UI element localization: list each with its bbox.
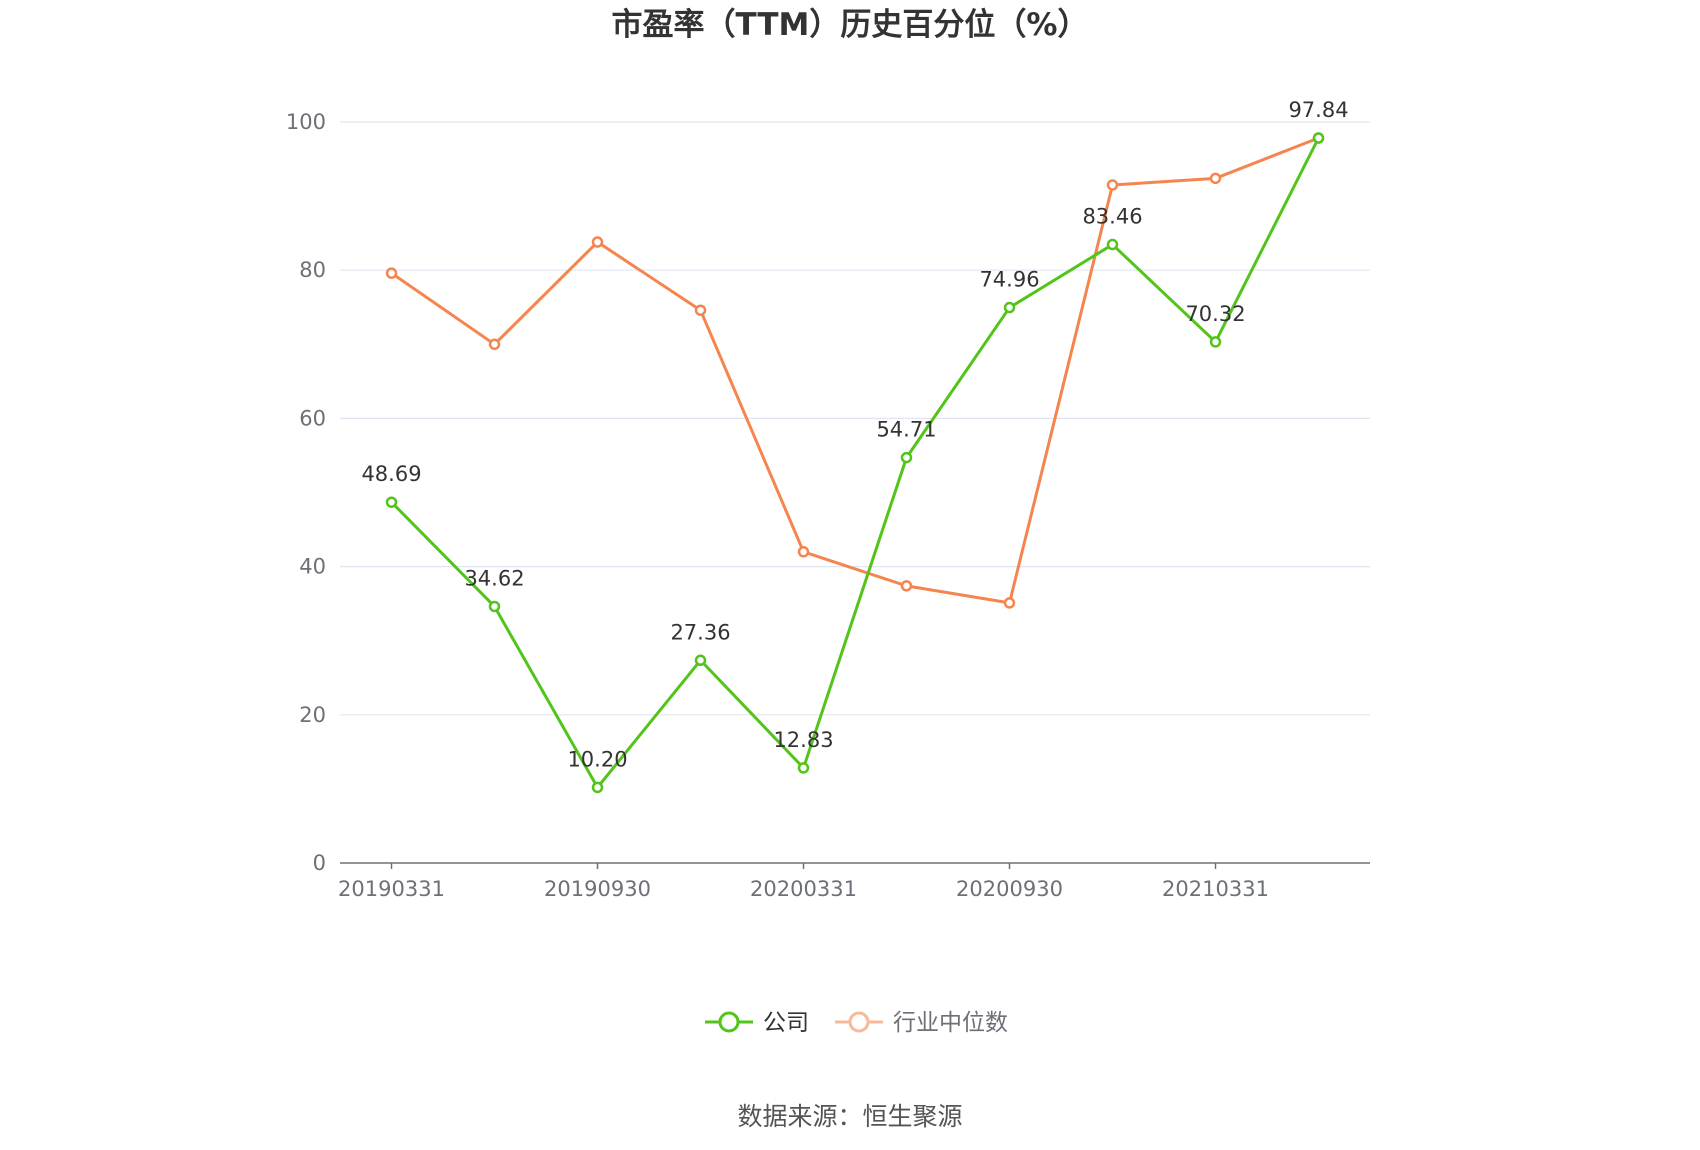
series-line-industry-median [390, 136, 1320, 605]
data-source-note: 数据来源：恒生聚源 [737, 1102, 962, 1131]
data-label: 97.84 [1288, 98, 1348, 122]
series-lines [385, 132, 1325, 794]
x-tick-label: 20200331 [750, 877, 857, 901]
data-labels: 48.69 34.62 10.20 27.36 12.83 54.71 74.96 83.46… [361, 98, 1348, 771]
data-point-company[interactable] [1312, 132, 1325, 144]
data-label: 83.46 [1082, 205, 1142, 229]
data-point-company[interactable] [694, 654, 707, 667]
series-line-company [390, 137, 1320, 789]
legend-item-industry-median[interactable]: 行业中位数 [835, 1010, 1008, 1036]
y-tick-label: 20 [299, 703, 326, 727]
data-label: 12.83 [773, 728, 833, 752]
legend-marker [848, 1011, 870, 1033]
data-point-industry-median[interactable] [797, 546, 810, 558]
data-point-industry-median[interactable] [1209, 172, 1222, 185]
data-point-company[interactable] [1003, 301, 1016, 314]
data-point-company[interactable] [797, 762, 810, 774]
data-point-company[interactable] [1209, 336, 1222, 348]
data-label: 27.36 [670, 620, 730, 644]
data-point-industry-median[interactable] [488, 338, 501, 351]
data-point-industry-median[interactable] [1106, 179, 1119, 191]
y-tick-label: 40 [299, 555, 326, 579]
y-tick-label: 60 [299, 406, 326, 430]
data-point-company[interactable] [591, 781, 604, 794]
data-label: 70.32 [1185, 302, 1245, 326]
data-point-industry-median[interactable] [591, 236, 604, 248]
data-label: 74.96 [979, 268, 1039, 292]
legend-label: 行业中位数 [893, 1010, 1008, 1036]
legend-item-company[interactable]: 公司 [705, 1010, 809, 1036]
x-tick-label: 20210331 [1162, 877, 1269, 901]
data-point-company[interactable] [900, 451, 913, 464]
data-label: 10.20 [567, 747, 627, 771]
x-tick-label: 20190930 [544, 877, 651, 901]
data-point-industry-median[interactable] [385, 267, 398, 279]
axes: 0 20 40 60 80 100 20190331 20190930 20200331 2020… [286, 110, 1370, 901]
legend-label: 公司 [763, 1010, 809, 1036]
data-point-company[interactable] [488, 600, 501, 613]
y-tick-label: 0 [313, 851, 326, 875]
x-tick-label: 20200930 [956, 877, 1063, 901]
legend[interactable]: 公司 行业中位数 [705, 1010, 1008, 1036]
data-label: 34.62 [464, 566, 524, 590]
data-label: 54.71 [876, 418, 936, 442]
data-point-industry-median[interactable] [1003, 597, 1016, 609]
data-point-company[interactable] [1106, 238, 1119, 251]
data-point-industry-median[interactable] [900, 580, 913, 592]
data-point-company[interactable] [385, 496, 398, 508]
x-tick-label: 20190331 [338, 877, 445, 901]
legend-marker [718, 1011, 740, 1033]
data-label: 48.69 [361, 462, 421, 486]
y-tick-label: 80 [299, 258, 326, 282]
data-point-industry-median[interactable] [694, 304, 707, 316]
chart-title: 市盈率（TTM）历史百分位（%） [612, 7, 1089, 43]
grid-lines [340, 121, 1370, 716]
y-tick-label: 100 [286, 110, 326, 134]
